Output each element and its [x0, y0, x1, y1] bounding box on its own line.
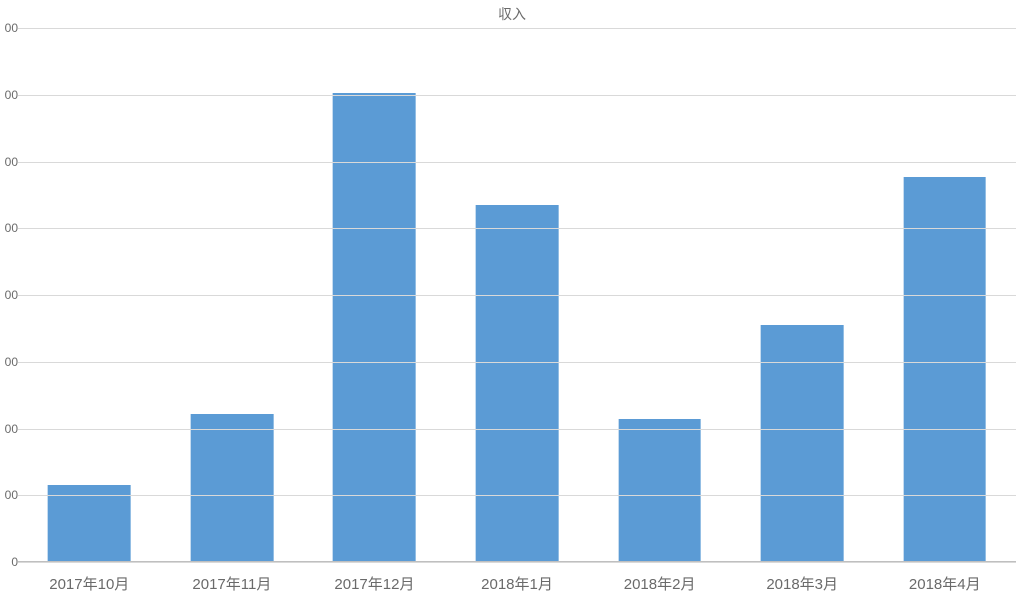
gridline — [18, 295, 1016, 296]
y-tick-label: 00 — [0, 488, 18, 502]
gridline — [18, 362, 1016, 363]
y-tick-label: 00 — [0, 288, 18, 302]
x-tick-label: 2018年1月 — [446, 573, 589, 594]
x-tick-label: 2017年11月 — [161, 573, 304, 594]
y-tick-label: 0 — [0, 555, 18, 569]
plot-area: 00000000000000000 — [18, 28, 1016, 562]
bar — [903, 177, 986, 562]
x-tick-label: 2018年4月 — [873, 573, 1016, 594]
y-tick-label: 00 — [0, 422, 18, 436]
y-tick-label: 00 — [0, 355, 18, 369]
bar — [618, 419, 701, 563]
gridline — [18, 429, 1016, 430]
x-tick-label: 2017年12月 — [303, 573, 446, 594]
gridline — [18, 562, 1016, 563]
y-tick-label: 00 — [0, 221, 18, 235]
gridline — [18, 495, 1016, 496]
bar — [476, 205, 559, 562]
bar — [48, 485, 131, 562]
bar — [191, 414, 274, 562]
bar — [761, 325, 844, 562]
chart-title: 収入 — [0, 0, 1024, 24]
x-axis-labels: 2017年10月2017年11月2017年12月2018年1月2018年2月20… — [18, 573, 1016, 594]
gridline — [18, 28, 1016, 29]
gridline — [18, 95, 1016, 96]
gridline — [18, 162, 1016, 163]
revenue-chart: 収入 00000000000000000 2017年10月2017年11月201… — [0, 0, 1024, 608]
y-tick-label: 00 — [0, 155, 18, 169]
bar — [333, 93, 416, 562]
x-tick-label: 2018年3月 — [731, 573, 874, 594]
y-tick-label: 00 — [0, 21, 18, 35]
x-tick-label: 2018年2月 — [588, 573, 731, 594]
x-tick-label: 2017年10月 — [18, 573, 161, 594]
gridline — [18, 228, 1016, 229]
y-tick-label: 00 — [0, 88, 18, 102]
